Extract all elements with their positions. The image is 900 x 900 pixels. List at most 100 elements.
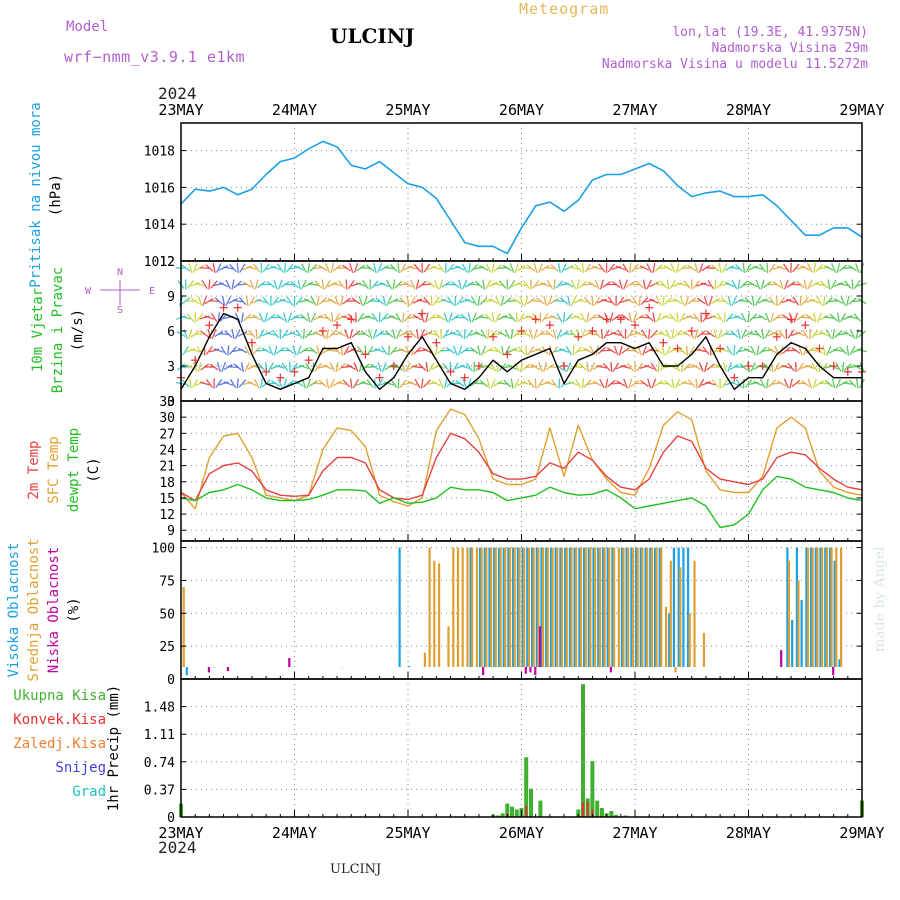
- wind-arrow: [705, 267, 716, 269]
- wind-arrow: [181, 379, 190, 388]
- wind-arrow: [488, 281, 498, 288]
- wind-arrow: [566, 362, 572, 372]
- wind-arrow: [824, 297, 833, 305]
- wind-arrow: [623, 378, 628, 389]
- wind-arrow: [238, 379, 247, 388]
- wind-arrow: [277, 378, 283, 389]
- wind-arrow: [400, 263, 407, 273]
- wind-arrow: [325, 263, 331, 273]
- wind-arrow: [853, 313, 861, 322]
- wind-arrow: [415, 279, 420, 290]
- wind-arrow: [570, 279, 577, 290]
- wind-arrow: [600, 328, 603, 340]
- cloud-bar: [635, 547, 638, 667]
- wind-arrow: [409, 296, 416, 306]
- wind-arrow: [710, 315, 721, 320]
- wind-arrow: [515, 312, 518, 323]
- wind-arrow: [713, 329, 718, 339]
- wind-arrow: [460, 313, 470, 322]
- wind-arrow: [676, 312, 679, 323]
- wind-arrow: [224, 330, 233, 338]
- wind-arrow: [748, 281, 758, 288]
- wind-arrow: [829, 313, 838, 322]
- cloud-bar: [589, 547, 592, 667]
- wind-arrow: [353, 362, 359, 372]
- wind-arrow: [550, 264, 559, 272]
- wind-arrow: [822, 295, 826, 307]
- wind-arrow: [497, 382, 508, 385]
- wind-arrow: [412, 314, 423, 321]
- wind-arrow: [336, 382, 347, 385]
- wind-arrow: [267, 362, 274, 372]
- wind-arrow: [407, 266, 418, 270]
- wind-arrow: [398, 331, 408, 337]
- temperature-ytick-label: 21: [159, 460, 175, 475]
- wind-arrow: [390, 346, 398, 355]
- wind-arrow: [403, 265, 413, 271]
- wind-arrow: [551, 379, 559, 388]
- wind-arrow: [626, 329, 634, 339]
- clouds-ytick-label: 50: [159, 607, 175, 622]
- cloud-bar: [617, 547, 620, 667]
- wind-arrow: [525, 345, 528, 356]
- wind-arrow: [191, 378, 199, 389]
- cloud-bar: [207, 667, 210, 673]
- wind-arrow: [270, 380, 281, 387]
- wind-arrow: [218, 281, 229, 288]
- wind-arrow: [599, 279, 604, 290]
- cloud-bar: [545, 547, 548, 667]
- wind-arrow: [384, 266, 395, 270]
- cloud-bar: [780, 650, 783, 667]
- wind-arrow: [297, 279, 301, 290]
- wind-arrow: [343, 345, 350, 356]
- wind-arrow: [663, 315, 674, 320]
- wind-arrow: [809, 328, 811, 340]
- wind-arrow: [459, 364, 470, 370]
- cloud-bar: [679, 567, 682, 667]
- wind-arrow: [711, 379, 720, 388]
- wind-arrow: [401, 312, 405, 323]
- temperature-ytick-label: 30: [159, 411, 175, 426]
- cloud-bar: [609, 667, 612, 673]
- wind-arrow: [246, 266, 257, 270]
- cloud-bar: [835, 547, 838, 667]
- wind-arrow: [705, 381, 716, 386]
- wind-arrow: [358, 296, 363, 306]
- cloud-bar: [833, 560, 836, 667]
- wind-arrow: [809, 298, 820, 304]
- wind-arrow: [422, 379, 431, 388]
- wind-arrow: [478, 316, 489, 319]
- wind-arrow: [514, 263, 519, 273]
- wind-arrow: [200, 330, 209, 338]
- wind-arrow: [587, 265, 598, 271]
- wind-arrow: [375, 297, 384, 305]
- wind-compass-letter: E: [149, 286, 155, 297]
- wind-arrow: [611, 331, 622, 337]
- wind-arrow: [238, 296, 247, 306]
- pressure-ytick-label: 1016: [144, 181, 175, 196]
- wind-arrow: [384, 330, 394, 338]
- wind-arrow: [457, 345, 463, 356]
- wind-arrow: [677, 282, 688, 287]
- wind-arrow: [561, 263, 567, 273]
- wind-arrow: [763, 362, 772, 372]
- wind-arrow: [721, 379, 729, 388]
- wind-arrow: [807, 378, 813, 389]
- wind-arrow: [562, 312, 566, 323]
- wind-arrow: [306, 312, 311, 323]
- cloud-bar: [482, 667, 485, 676]
- wind-arrow: [745, 263, 752, 273]
- wind-arrow: [341, 315, 352, 320]
- wind-arrow: [807, 279, 813, 290]
- wind-arrow: [543, 296, 548, 306]
- cloud-bar: [665, 606, 668, 667]
- wind-arrow: [417, 299, 428, 303]
- pressure-ytick-label: 1012: [144, 255, 175, 270]
- wind-arrow: [844, 280, 852, 289]
- wind-arrow: [617, 296, 625, 306]
- wind-arrow: [675, 263, 680, 273]
- wind-arrow: [346, 363, 356, 371]
- wind-arrow: [229, 378, 237, 389]
- wind-arrow: [668, 313, 677, 322]
- x-tick-label-top: 25MAY: [385, 101, 430, 119]
